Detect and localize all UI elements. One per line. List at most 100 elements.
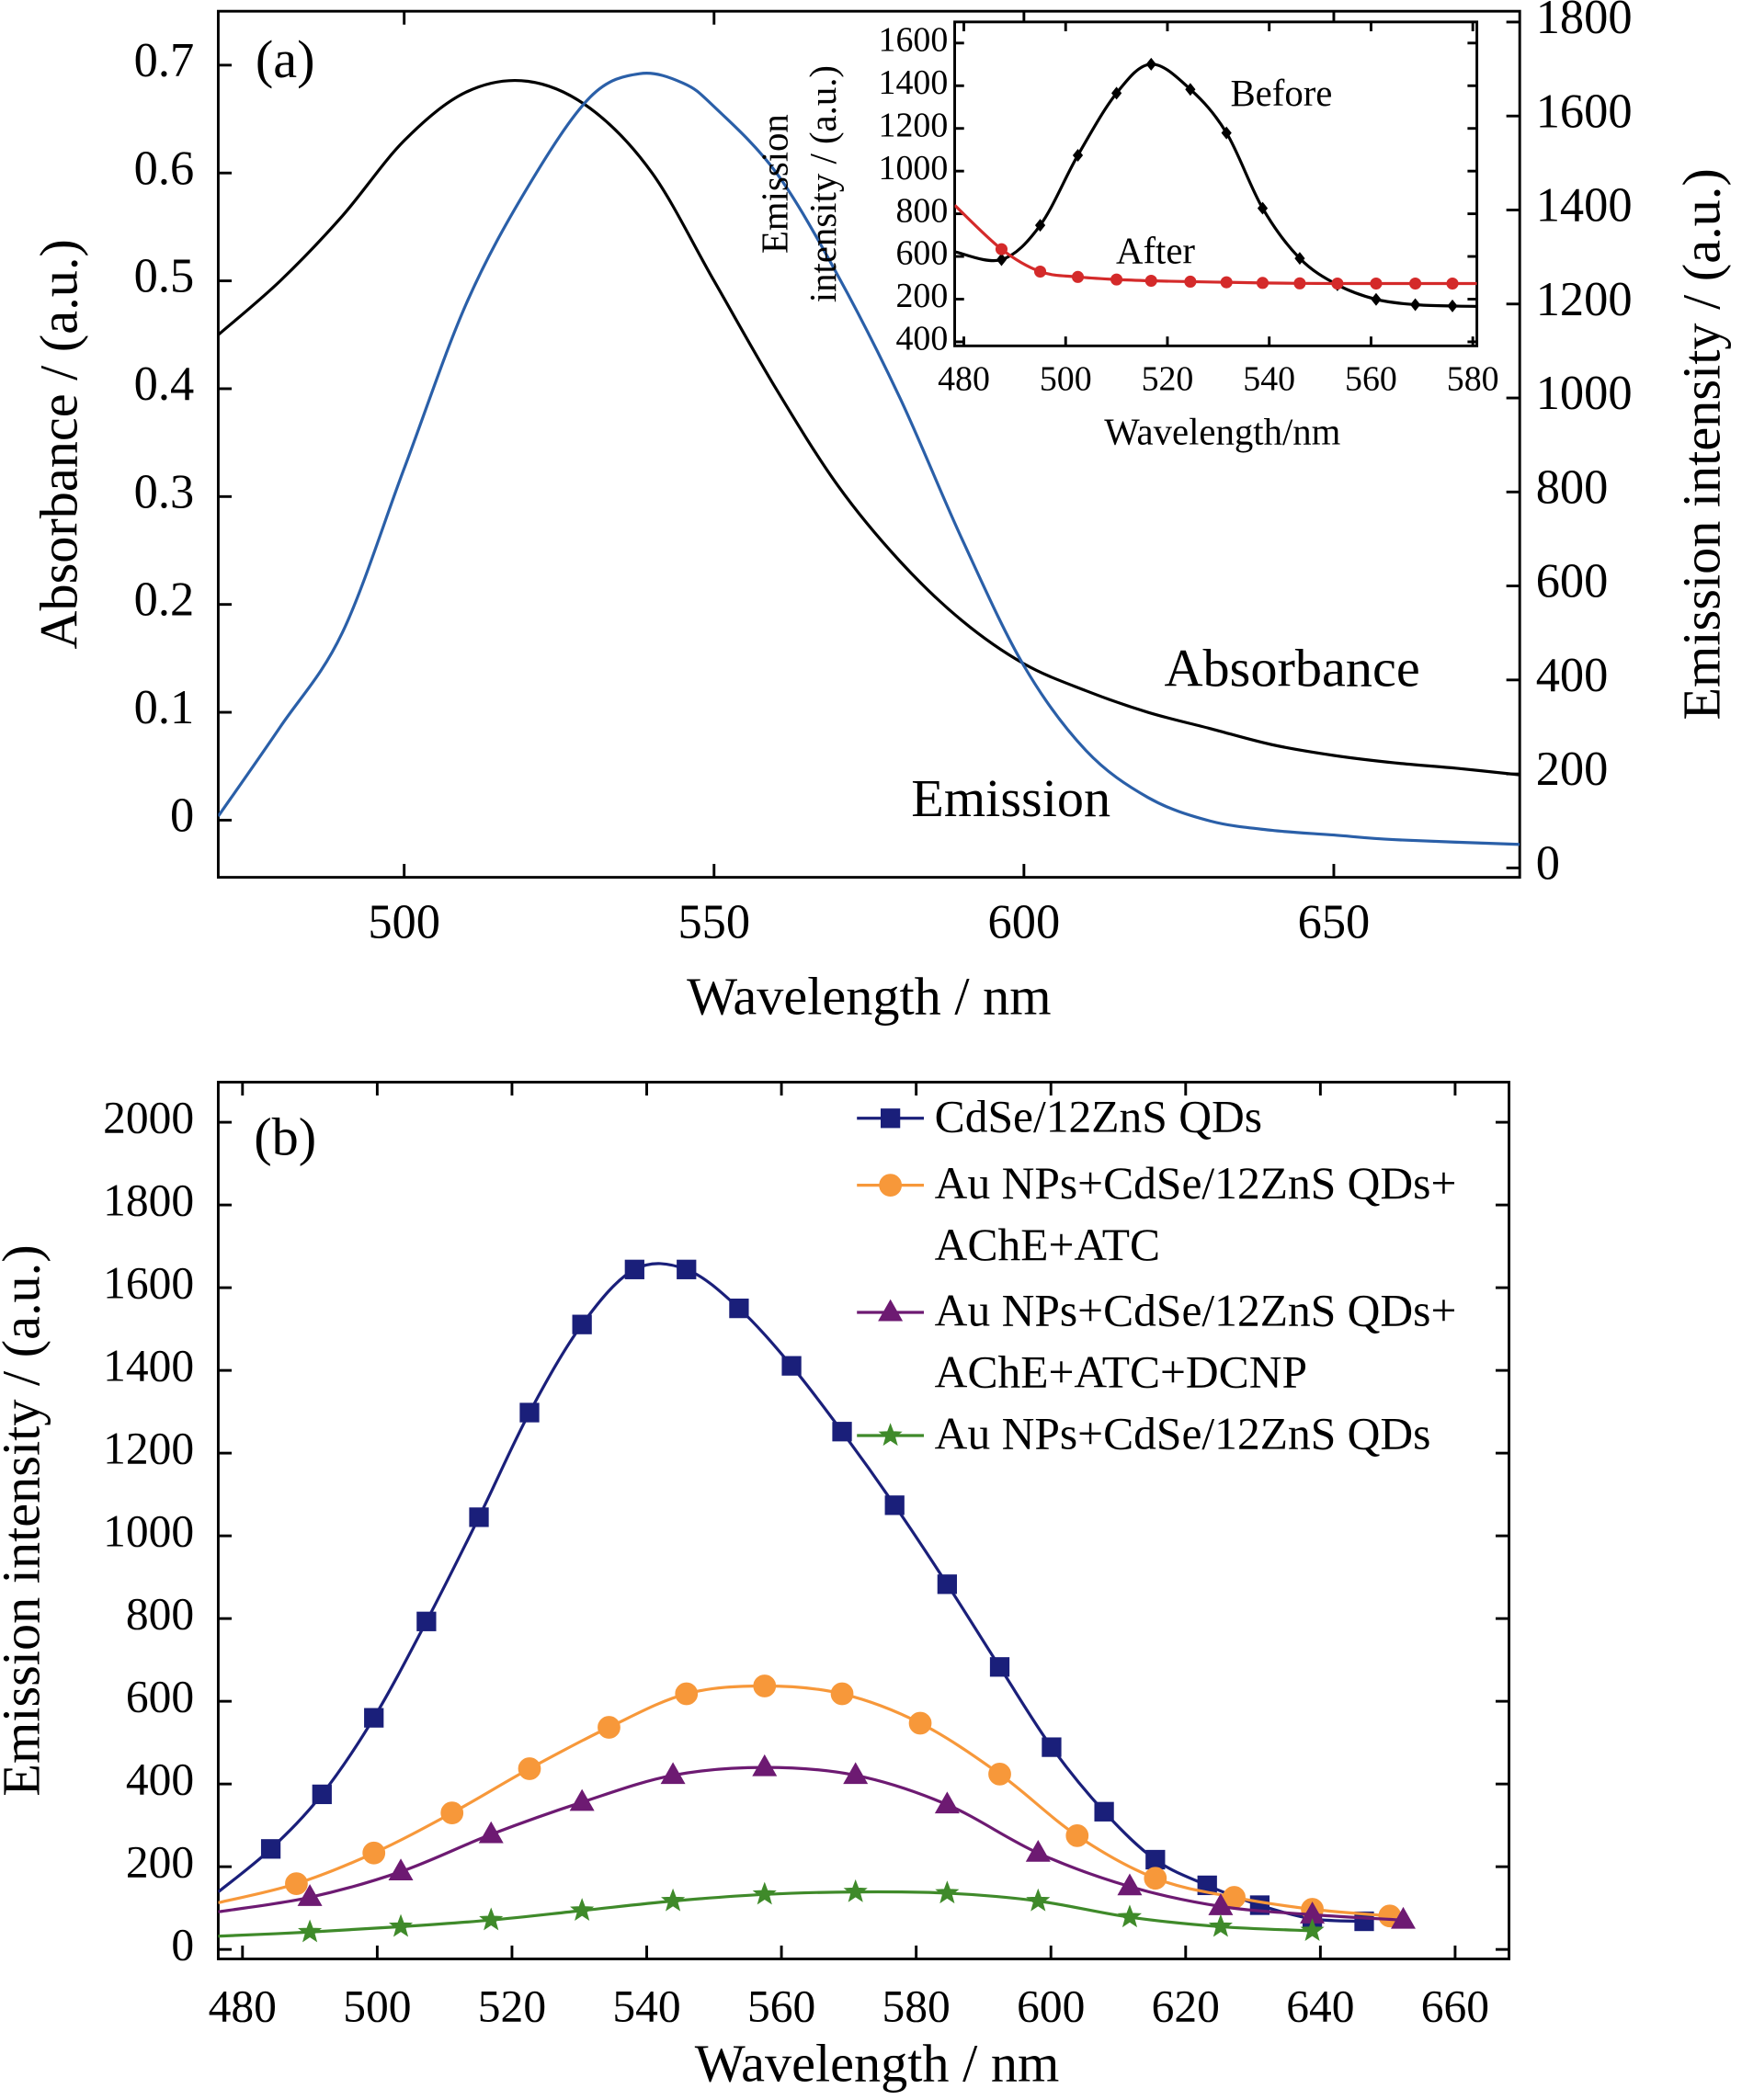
y-tick-label: 800 bbox=[895, 191, 948, 230]
y-tick-label: 1800 bbox=[103, 1175, 194, 1225]
y-tick-label: 0.2 bbox=[134, 573, 195, 627]
legend-marker bbox=[880, 1108, 901, 1129]
y-tick-label: 400 bbox=[895, 320, 948, 358]
legend-marker bbox=[878, 1299, 904, 1322]
x-tick-label: 480 bbox=[938, 359, 990, 398]
marker bbox=[1144, 1867, 1167, 1890]
x-axis-title: Wavelength/nm bbox=[1104, 411, 1340, 452]
marker bbox=[1410, 298, 1421, 312]
legend-label: Au NPs+CdSe/12ZnS QDs bbox=[934, 1410, 1431, 1460]
x-tick-label: 660 bbox=[1421, 1981, 1489, 2032]
y-tick-label: 600 bbox=[895, 234, 948, 273]
y2-tick-label: 800 bbox=[1536, 460, 1609, 514]
y2-tick-label: 1800 bbox=[1536, 0, 1633, 44]
marker bbox=[1300, 1918, 1325, 1942]
x-tick-label: 500 bbox=[368, 896, 440, 949]
y-tick-label: 2000 bbox=[103, 1092, 194, 1142]
annotation: Absorbance bbox=[1164, 639, 1419, 698]
marker bbox=[908, 1711, 932, 1735]
marker bbox=[934, 1791, 960, 1814]
legend-label: CdSe/12ZnS QDs bbox=[934, 1093, 1263, 1143]
x-tick-label: 500 bbox=[343, 1981, 411, 2032]
y-tick-label: 0.7 bbox=[134, 34, 195, 87]
panel-label: (a) bbox=[256, 29, 315, 89]
x-tick-label: 600 bbox=[988, 896, 1061, 949]
marker bbox=[1256, 277, 1269, 289]
marker bbox=[1026, 1888, 1051, 1912]
y-axis-title-box: Emission intensity / (a.u.) bbox=[755, 64, 846, 303]
y-tick-label: 1200 bbox=[879, 106, 949, 144]
x-tick-label: 520 bbox=[478, 1981, 546, 2032]
x-tick-label: 580 bbox=[1447, 359, 1499, 398]
y-tick-label: 1400 bbox=[103, 1340, 194, 1391]
marker bbox=[519, 1402, 540, 1423]
y2-tick-label: 1400 bbox=[1536, 179, 1633, 233]
marker bbox=[675, 1682, 699, 1706]
marker bbox=[752, 1754, 778, 1776]
legend-label-box: Au NPs+CdSe/12ZnS QDs+ AChE+ATC bbox=[934, 1159, 1457, 1271]
marker bbox=[1117, 1904, 1143, 1928]
marker bbox=[478, 1821, 504, 1844]
series-line bbox=[218, 78, 1520, 777]
marker bbox=[1033, 265, 1047, 278]
marker bbox=[729, 1298, 749, 1319]
y2-tick-label: 0 bbox=[1536, 836, 1560, 890]
y-tick-label: 0 bbox=[171, 1920, 194, 1970]
marker bbox=[995, 243, 1008, 255]
panel-label: (b) bbox=[254, 1107, 316, 1166]
marker bbox=[830, 1682, 854, 1706]
marker bbox=[1145, 1849, 1166, 1870]
marker bbox=[1111, 86, 1122, 100]
y-tick-label: 0.4 bbox=[134, 358, 195, 411]
marker bbox=[1145, 57, 1156, 71]
marker bbox=[1025, 1840, 1051, 1862]
marker bbox=[1071, 270, 1085, 283]
annotation: Emission bbox=[911, 768, 1110, 828]
y-tick-label: 1000 bbox=[103, 1505, 194, 1556]
x-tick-label: 550 bbox=[677, 896, 750, 949]
legend-marker bbox=[879, 1174, 903, 1197]
y-axis-title: Emission intensity / (a.u.) bbox=[0, 1244, 51, 1796]
legend-label: Au NPs+CdSe/12ZnS QDs+ AChE+ATC bbox=[934, 1159, 1457, 1271]
x-axis-title: Wavelength / nm bbox=[695, 2033, 1060, 2093]
y-axis-title: Emission intensity / (a.u.) bbox=[755, 64, 846, 303]
marker bbox=[1072, 148, 1084, 162]
marker bbox=[1185, 83, 1196, 96]
marker bbox=[1094, 1801, 1114, 1822]
legend-label-box: Au NPs+CdSe/12ZnS QDs bbox=[934, 1410, 1431, 1460]
marker bbox=[937, 1574, 957, 1595]
marker bbox=[1409, 277, 1422, 290]
x-axis-title: Wavelength / nm bbox=[687, 966, 1052, 1026]
marker bbox=[661, 1888, 686, 1912]
marker bbox=[1144, 274, 1157, 288]
series-line bbox=[218, 72, 1520, 846]
marker bbox=[1293, 277, 1306, 289]
marker bbox=[298, 1919, 323, 1943]
marker bbox=[624, 1259, 644, 1279]
marker bbox=[569, 1788, 595, 1811]
x-tick-label: 650 bbox=[1298, 896, 1371, 949]
marker bbox=[1447, 299, 1458, 312]
y-tick-label: 400 bbox=[126, 1754, 194, 1805]
y-tick-label: 200 bbox=[126, 1837, 194, 1888]
marker bbox=[1208, 1913, 1233, 1937]
marker bbox=[440, 1801, 464, 1825]
marker bbox=[935, 1880, 960, 1904]
x-tick-label: 540 bbox=[612, 1981, 680, 2032]
marker bbox=[1391, 1906, 1416, 1929]
annotation: After bbox=[1116, 231, 1195, 272]
annotation: Before bbox=[1230, 73, 1332, 114]
marker bbox=[781, 1356, 802, 1376]
y-tick-label: 0 bbox=[170, 789, 194, 842]
y-tick-label: 1000 bbox=[879, 149, 949, 187]
marker bbox=[660, 1762, 686, 1785]
marker bbox=[832, 1422, 852, 1442]
x-tick-label: 520 bbox=[1142, 359, 1194, 398]
marker bbox=[677, 1259, 697, 1279]
marker bbox=[996, 253, 1008, 267]
marker bbox=[1184, 275, 1197, 289]
marker bbox=[297, 1884, 323, 1906]
y-tick-label: 800 bbox=[126, 1589, 194, 1640]
marker bbox=[1446, 277, 1459, 290]
